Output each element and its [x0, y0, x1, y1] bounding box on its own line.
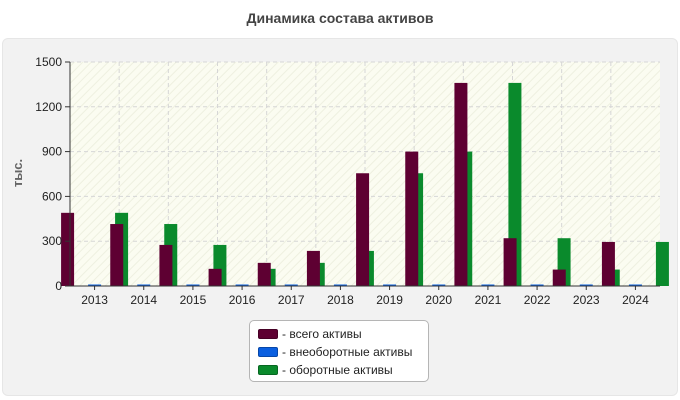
- x-tick-label: 2013: [81, 293, 108, 307]
- y-tick-labels: 0 300 600 900 1200 1500: [35, 55, 62, 293]
- legend-swatch: [258, 329, 278, 339]
- bar-series: [61, 82, 669, 286]
- x-tick-label: 2018: [327, 293, 354, 307]
- bar: [579, 284, 593, 286]
- y-tick-label: 300: [42, 234, 62, 248]
- bar: [454, 82, 468, 286]
- bar: [432, 284, 446, 286]
- bar: [257, 262, 271, 286]
- y-axis-label: тыс.: [10, 159, 25, 187]
- bar: [508, 82, 522, 286]
- x-tick-labels: 2013 2014 2015 2016 2017 2018 2019 2020 2021 2022…: [81, 293, 649, 307]
- x-tick-label: 2016: [229, 293, 256, 307]
- x-tick-label: 2023: [573, 293, 600, 307]
- bar: [601, 241, 615, 286]
- legend-label: - внеоборотные активы: [282, 345, 413, 359]
- bar: [110, 224, 124, 286]
- bar: [552, 269, 566, 286]
- bar: [405, 151, 419, 286]
- legend-label: - оборотные активы: [282, 363, 393, 377]
- legend-item-total: - всего активы: [258, 325, 428, 343]
- bar: [383, 284, 397, 286]
- bar: [530, 284, 544, 286]
- x-tick-label: 2019: [376, 293, 403, 307]
- bar: [159, 244, 173, 286]
- bar: [306, 250, 320, 286]
- y-tick-label: 1500: [35, 55, 62, 69]
- legend-item-noncurrent: - внеоборотные активы: [258, 343, 428, 361]
- x-tick-label: 2015: [180, 293, 207, 307]
- bar: [137, 284, 151, 286]
- legend-swatch: [258, 365, 278, 375]
- axes: [65, 61, 660, 290]
- bar: [284, 284, 298, 286]
- bar: [61, 212, 75, 286]
- bar: [333, 284, 347, 286]
- chart-title: Динамика состава активов: [246, 10, 434, 26]
- x-tick-label: 2024: [622, 293, 649, 307]
- bar: [481, 284, 495, 286]
- bar: [503, 238, 517, 286]
- legend-item-current: - оборотные активы: [258, 361, 428, 379]
- legend-swatch: [258, 347, 278, 357]
- x-tick-label: 2020: [425, 293, 452, 307]
- bar: [88, 284, 102, 286]
- y-tick-label: 1200: [35, 100, 62, 114]
- bar: [356, 173, 370, 286]
- x-tick-label: 2021: [475, 293, 502, 307]
- bar: [186, 284, 200, 286]
- chart-legend: - всего активы - внеоборотные активы - о…: [249, 320, 429, 382]
- bar: [655, 241, 669, 286]
- x-tick-label: 2022: [524, 293, 551, 307]
- bar: [235, 284, 249, 286]
- y-tick-label: 900: [42, 145, 62, 159]
- bar: [208, 268, 222, 286]
- legend-label: - всего активы: [282, 327, 362, 341]
- x-tick-label: 2014: [130, 293, 157, 307]
- x-tick-label: 2017: [278, 293, 305, 307]
- y-tick-label: 600: [42, 189, 62, 203]
- bar: [628, 284, 642, 286]
- y-tick-label: 0: [55, 279, 62, 293]
